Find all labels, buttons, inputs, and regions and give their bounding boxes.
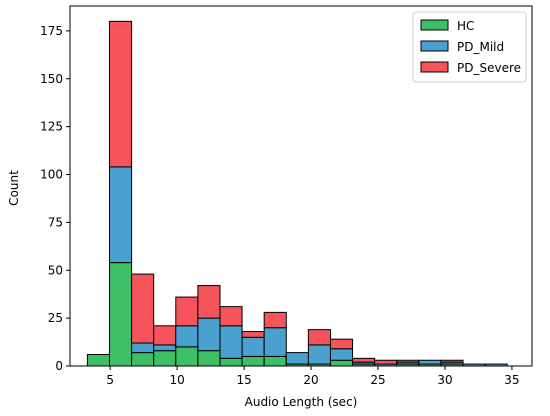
bar-pd-severe-bin-12 — [352, 357, 376, 363]
bar-pd-mild-bin-11 — [329, 348, 354, 361]
y-axis-label: Count — [7, 170, 21, 206]
legend: HC PD_Mild PD_Severe — [412, 11, 527, 83]
x-tick-label: 35 — [504, 373, 519, 387]
bar-pd-mild-bin-6 — [219, 325, 243, 359]
bar-pd-severe-bin-16 — [440, 359, 464, 363]
bar-hc-bin-11 — [329, 359, 354, 367]
y-tick-label: 150 — [40, 72, 63, 86]
bar-pd-mild-bin-8 — [263, 327, 287, 357]
bar-hc-bin-4 — [175, 346, 199, 367]
bar-hc-bin-7 — [241, 355, 265, 367]
axes-layer: 5 10 15 20 25 30 35 0 25 50 75 100 125 150 175 — [40, 5, 533, 387]
y-tick-label: 125 — [40, 120, 63, 134]
plot-frame — [69, 5, 533, 367]
bar-pd-mild-bin-4 — [175, 325, 199, 348]
bar-hc-bin-2 — [131, 352, 155, 367]
bar-pd-severe-bin-6 — [219, 306, 243, 327]
bar-pd-severe-bin-4 — [175, 296, 199, 327]
bar-pd-severe-bin-14 — [396, 359, 420, 363]
bar-pd-mild-bin-15 — [418, 359, 442, 365]
bar-pd-severe-bin-8 — [263, 311, 287, 329]
x-tick-label: 10 — [169, 373, 184, 387]
legend-label-pd-severe: PD_Severe — [457, 61, 521, 75]
bar-pd-mild-bin-2 — [131, 342, 155, 354]
y-tick-label: 50 — [48, 263, 63, 277]
bars-layer — [86, 20, 508, 367]
bar-pd-severe-bin-3 — [153, 325, 177, 346]
y-tick-label: 25 — [48, 311, 63, 325]
legend-swatch-hc — [420, 19, 449, 31]
bar-pd-severe-bin-7 — [241, 331, 265, 338]
x-axis-label: Audio Length (sec) — [245, 395, 358, 409]
y-tick-label: 0 — [55, 359, 63, 373]
y-tick-label: 175 — [40, 24, 63, 38]
x-tick-label: 30 — [437, 373, 452, 387]
bar-pd-severe-bin-11 — [329, 338, 354, 350]
bar-hc-bin-6 — [219, 357, 243, 367]
bar-pd-mild-bin-5 — [197, 317, 221, 352]
x-tick-label: 5 — [106, 373, 114, 387]
bar-pd-severe-bin-1 — [109, 20, 133, 168]
x-tick-label: 15 — [236, 373, 251, 387]
x-tick-label: 20 — [303, 373, 318, 387]
y-tick-label: 75 — [48, 215, 63, 229]
legend-swatch-pd-severe — [420, 61, 449, 73]
bar-pd-severe-bin-2 — [131, 273, 155, 344]
legend-label-hc: HC — [457, 19, 474, 33]
bar-pd-mild-bin-9 — [285, 352, 309, 365]
bar-pd-mild-bin-3 — [153, 344, 177, 352]
x-tick-label: 25 — [370, 373, 385, 387]
bar-hc-bin-0 — [86, 354, 111, 367]
y-tick-label: 100 — [40, 168, 63, 182]
bar-pd-mild-bin-7 — [241, 336, 265, 357]
legend-swatch-pd-mild — [420, 40, 449, 52]
bar-hc-bin-1 — [109, 262, 133, 367]
bar-pd-severe-bin-5 — [197, 285, 221, 319]
bar-pd-mild-bin-10 — [307, 344, 331, 365]
bar-hc-bin-8 — [263, 355, 287, 367]
legend-label-pd-mild: PD_Mild — [457, 40, 504, 54]
bar-pd-mild-bin-1 — [109, 166, 133, 264]
bar-hc-bin-5 — [197, 350, 221, 367]
bar-hc-bin-3 — [153, 350, 177, 367]
bar-pd-severe-bin-13 — [374, 359, 398, 365]
bar-pd-severe-bin-10 — [307, 329, 331, 346]
